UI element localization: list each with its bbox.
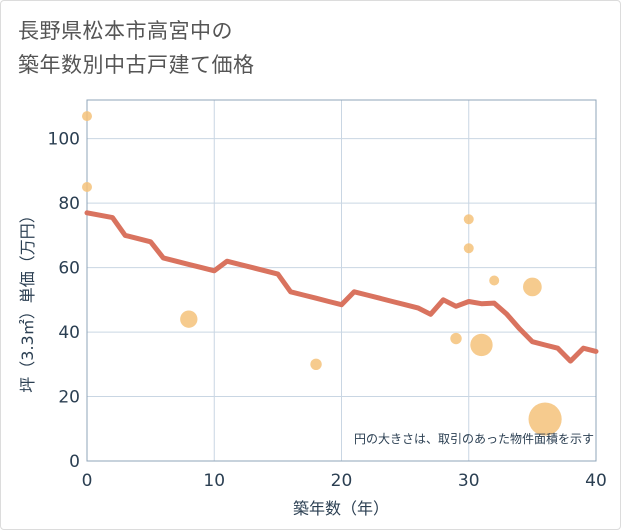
grid-lines	[87, 100, 596, 461]
x-tick-label-1: 10	[203, 471, 225, 491]
bubble-10	[528, 402, 562, 436]
bubble-2	[180, 310, 198, 328]
y-tick-labels: 0 20 40 60 80 100	[48, 130, 80, 472]
bubble-0	[82, 111, 92, 122]
y-tick-label-5: 100	[48, 130, 80, 150]
chart-title-line1: 長野県松本市高宮中の	[18, 19, 233, 43]
x-tick-label-2: 20	[331, 471, 353, 491]
bubble-5	[463, 214, 474, 225]
y-tick-label-0: 0	[69, 452, 80, 472]
x-axis-label: 築年数（年）	[293, 499, 389, 518]
plot-border	[86, 99, 597, 462]
y-tick-label-4: 80	[58, 194, 80, 214]
y-tick-label-1: 20	[58, 388, 80, 408]
y-tick-label-3: 60	[58, 259, 80, 279]
y-tick-label-2: 40	[58, 323, 80, 343]
bubble-4	[450, 332, 462, 345]
chart-title: 長野県松本市高宮中の 築年数別中古戸建て価格	[18, 14, 255, 82]
size-note: 円の大きさは、取引のあった物件面積を示す	[354, 431, 594, 446]
x-tick-label-3: 30	[458, 471, 480, 491]
x-tick-label-4: 40	[585, 471, 607, 491]
y-axis-label: 坪（3.3㎡）単価（万円）	[18, 207, 37, 392]
trend-line	[84, 210, 599, 364]
x-tick-labels: 0 10 20 30 40	[82, 471, 607, 491]
chart-title-line2: 築年数別中古戸建て価格	[18, 53, 255, 77]
x-tick-label-0: 0	[82, 471, 93, 491]
bubble-1	[82, 182, 92, 193]
bubble-3	[310, 358, 322, 371]
bubble-6	[463, 243, 474, 254]
bubble-7	[470, 333, 493, 357]
bubble-series	[82, 111, 562, 436]
bubble-8	[489, 275, 500, 286]
bubble-9	[523, 277, 542, 297]
